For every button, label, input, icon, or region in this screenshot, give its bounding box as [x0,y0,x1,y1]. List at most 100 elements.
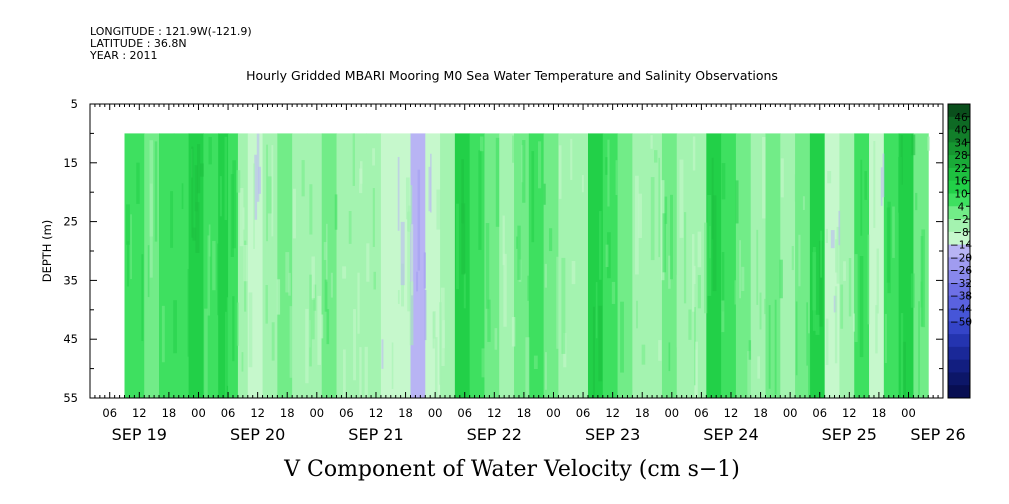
heatmap-cell [573,133,589,398]
heatmap-streak [739,240,742,299]
heatmap-streak [798,234,801,287]
heatmap-streak [516,236,518,249]
heatmap-streak [271,145,274,237]
heatmap-streak [654,150,658,163]
heatmap-streak [592,306,596,398]
heatmap-streak [417,169,421,271]
colorbar-label: 4 [958,201,965,213]
heatmap-streaks [125,133,931,398]
heatmap-streak [353,309,356,381]
heatmap-streak [697,275,701,309]
heatmap-streak [487,299,491,342]
heatmap-streak [780,158,784,198]
heatmap-streak [230,174,234,258]
heatmap-streak [544,263,547,288]
colorbar-label: −8 [953,227,968,239]
heatmap-streak [461,203,466,275]
x-hour-label: 18 [398,406,413,420]
heatmap-cell [543,133,560,398]
heatmap-streak [196,144,201,194]
heatmap-streak [747,351,751,398]
heatmap-streak [898,156,902,213]
colorbar-swatch [948,321,970,335]
heatmap-cell [336,133,352,398]
x-hour-label: 06 [221,406,236,420]
heatmap-cell [514,133,530,398]
heatmap-streak [843,261,846,281]
colorbar-swatch [948,270,970,284]
heatmap-streak [161,305,165,363]
heatmap-streak [194,165,198,212]
colorbar-swatch [948,104,970,118]
heatmap-streak [711,157,714,240]
heatmap-streak [830,230,835,249]
heatmap-streak [207,235,211,316]
heatmap-streak [650,135,653,149]
x-date-label: SEP 26 [910,425,965,444]
heatmap-cell [499,133,515,398]
heatmap-streak [533,355,538,370]
heatmap-streak [679,159,684,238]
heatmap-streak [236,302,240,346]
heatmap-streak [525,337,530,398]
heatmap-streak [342,266,347,279]
colorbar-label: 40 [954,125,967,137]
x-hour-label: 06 [339,406,354,420]
heatmap-streak [241,352,244,372]
x-hour-label: 00 [546,406,561,420]
heatmap-streak [266,144,269,242]
x-date-label: SEP 21 [348,425,403,444]
heatmap-streak [757,356,761,379]
heatmap-cell [765,133,781,398]
colorbar-label: −2 [953,214,968,226]
heatmap-streak [481,348,485,378]
x-hour-label: 06 [457,406,472,420]
heatmap-streak [543,183,546,205]
heatmap-streak [636,300,638,329]
x-hour-label: 06 [576,406,591,420]
heatmap-streak [827,170,832,184]
heatmap-streak [892,206,895,258]
heatmap-streak [191,146,194,238]
heatmap-streak [834,286,838,364]
x-date-label: SEP 24 [703,425,758,444]
x-date-label: SEP 20 [230,425,285,444]
heatmap-streak [372,187,375,247]
x-hour-label: 00 [309,406,324,420]
header-block: LONGITUDE : 121.9W(-121.9) LATITUDE : 36… [89,25,252,62]
heatmap-streak [372,148,375,166]
heatmap-streak [456,203,459,290]
heatmap-streak [461,159,464,224]
heatmap-streak [598,305,603,382]
heatmap-streak [605,157,608,175]
heatmap-streak [915,192,918,211]
colorbar-label: −26 [950,265,972,277]
x-hour-label: 06 [812,406,827,420]
heatmap-cell [218,133,229,398]
heatmap-streak [434,337,438,398]
x-hour-label: 12 [724,406,739,420]
x-hour-label: 00 [783,406,798,420]
heatmap-streak [641,344,646,365]
x-hour-label: 06 [694,406,709,420]
heatmap-streak [265,284,268,324]
heatmap-streak [692,136,696,171]
heatmap-streak [854,254,858,343]
heatmap-streak [181,183,184,210]
heatmap-streak [125,204,130,245]
heatmap-streak [882,153,885,198]
heatmap-streak [381,339,384,369]
heatmap-streak [285,252,290,293]
heatmap-cell [228,133,239,398]
x-hour-label: 18 [872,406,887,420]
heatmap-streak [779,259,783,299]
heatmap-streak [242,207,245,230]
x-hour-label: 18 [280,406,295,420]
heatmap-streak [615,160,618,196]
heatmap-streak [918,301,920,396]
heatmap-cell [721,133,737,398]
colorbar-swatch [948,282,970,297]
heatmap-streak [267,176,272,214]
heatmap-streak [495,137,500,227]
